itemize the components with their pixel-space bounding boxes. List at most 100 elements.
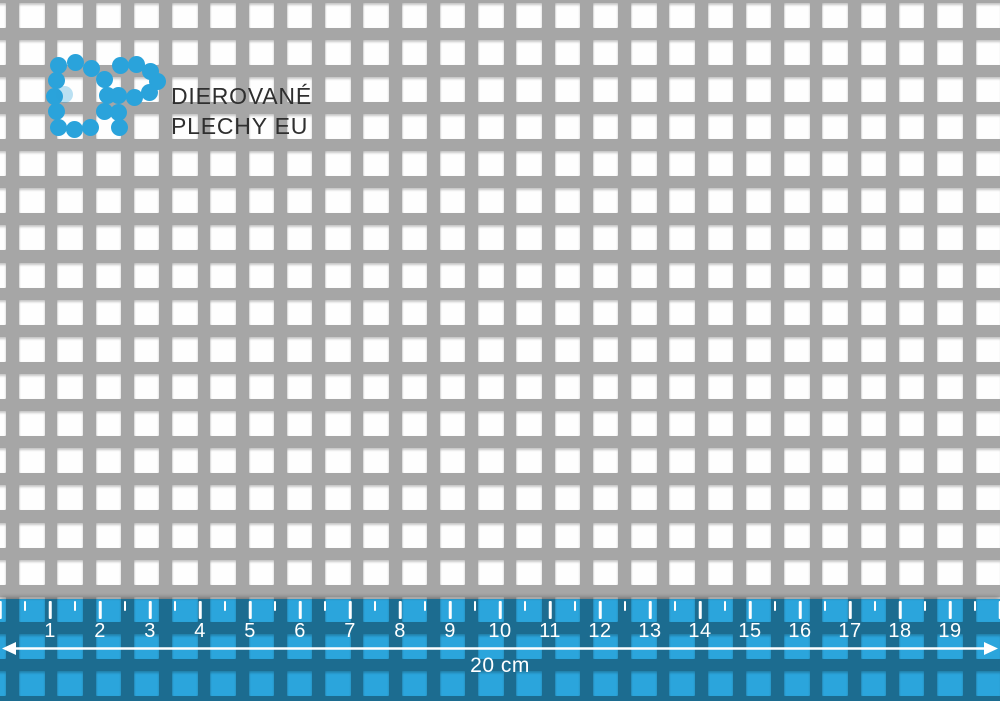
perforation-hole: [631, 336, 657, 362]
perforation-hole: [0, 448, 7, 474]
ruler-number: 12: [588, 620, 612, 642]
perforation-hole: [592, 485, 619, 511]
perforation-hole: [937, 76, 963, 102]
perforation-hole: [363, 113, 389, 139]
logo-ghost-dot: [55, 85, 73, 103]
perforation-hole: [745, 522, 772, 548]
perforation-hole: [401, 151, 428, 177]
perforation-hole: [860, 2, 887, 28]
logo-dot: [95, 70, 113, 88]
perforation-hole: [860, 262, 887, 288]
perforation-hole: [898, 2, 925, 28]
perforation-hole: [478, 448, 504, 474]
perforation-hole: [95, 151, 122, 177]
perforation-hole: [516, 151, 542, 177]
perforation-hole: [975, 448, 1000, 474]
perforation-hole: [286, 113, 313, 139]
perforation-hole: [363, 336, 389, 362]
perforation-hole: [133, 559, 160, 585]
perforation-hole: [822, 336, 848, 362]
perforation-hole: [937, 262, 963, 288]
perforation-hole: [669, 522, 695, 548]
perforation-hole: [286, 559, 313, 585]
ruler-tick-cm: [298, 601, 302, 619]
perforation-hole: [554, 299, 581, 325]
perforation-hole: [975, 2, 1000, 28]
ruler-tick-half: [74, 601, 76, 611]
perforation-hole: [172, 76, 198, 102]
perforation-hole: [439, 522, 466, 548]
ruler-tick-cm: [548, 601, 552, 619]
ruler-tick-cm: [498, 601, 502, 619]
logo-dot: [45, 87, 63, 105]
perforation-hole: [860, 485, 887, 511]
perforation-hole: [95, 262, 122, 288]
perforation-hole: [133, 336, 160, 362]
perforation-hole: [975, 225, 1000, 251]
perforation-hole: [592, 262, 619, 288]
perforation-hole: [975, 374, 1000, 399]
perforation-hole: [822, 485, 848, 511]
perforation-hole: [592, 225, 619, 251]
perforation-hole: [669, 559, 695, 585]
logo-dot: [111, 56, 129, 74]
perforation-hole: [860, 39, 887, 65]
perforation-hole: [860, 151, 887, 177]
logo-dot: [95, 102, 113, 120]
perforation-hole: [325, 2, 351, 28]
perforation-hole: [631, 448, 657, 474]
perforation-hole: [822, 76, 848, 102]
perforation-hole: [478, 299, 504, 325]
logo-dot: [47, 71, 65, 89]
ruler-tick-half: [124, 601, 126, 611]
perforation-hole: [401, 188, 428, 214]
perforation-hole: [516, 448, 542, 474]
perforation-hole: [172, 39, 198, 65]
perforation-hole: [707, 559, 734, 585]
perforation-hole: [95, 559, 122, 585]
perforation-hole: [95, 2, 122, 28]
perforation-hole: [19, 262, 45, 288]
perforation-hole: [822, 448, 848, 474]
perforation-hole: [784, 262, 810, 288]
perforation-hole: [172, 151, 198, 177]
perforation-hole: [248, 448, 275, 474]
perforation-hole: [363, 262, 389, 288]
ruler-tick-half: [674, 601, 676, 611]
perforation-hole: [133, 299, 160, 325]
perforation-hole: [745, 411, 772, 437]
perforation-hole: [172, 522, 198, 548]
ruler-tick-half: [474, 601, 476, 611]
perforation-hole: [19, 522, 45, 548]
perforation-hole: [631, 374, 657, 399]
perforation-hole: [669, 39, 695, 65]
perforation-hole: [57, 485, 83, 511]
perforation-hole: [478, 411, 504, 437]
perforation-hole: [784, 113, 810, 139]
perforation-hole: [707, 448, 734, 474]
perforation-hole: [554, 225, 581, 251]
perforation-hole: [898, 188, 925, 214]
perforation-hole: [0, 76, 7, 102]
perforation-hole: [478, 374, 504, 399]
perforation-hole: [57, 522, 83, 548]
perforation-hole: [210, 262, 236, 288]
perforation-hole: [172, 2, 198, 28]
perforation-hole: [784, 299, 810, 325]
perforation-hole: [478, 2, 504, 28]
ruler-number: 16: [788, 620, 812, 642]
perforation-hole: [325, 374, 351, 399]
perforation-hole: [592, 76, 619, 102]
ruler-number: 14: [688, 620, 712, 642]
perforation-hole: [95, 336, 122, 362]
ruler-number: 8: [394, 620, 406, 642]
perforation-hole: [363, 225, 389, 251]
perforation-hole: [784, 374, 810, 399]
ruler-tick-half: [774, 601, 776, 611]
perforation-hole: [822, 225, 848, 251]
perforation-hole: [363, 76, 389, 102]
perforation-hole: [669, 374, 695, 399]
perforation-hole: [248, 374, 275, 399]
perforation-hole: [57, 411, 83, 437]
perforation-hole: [0, 225, 7, 251]
